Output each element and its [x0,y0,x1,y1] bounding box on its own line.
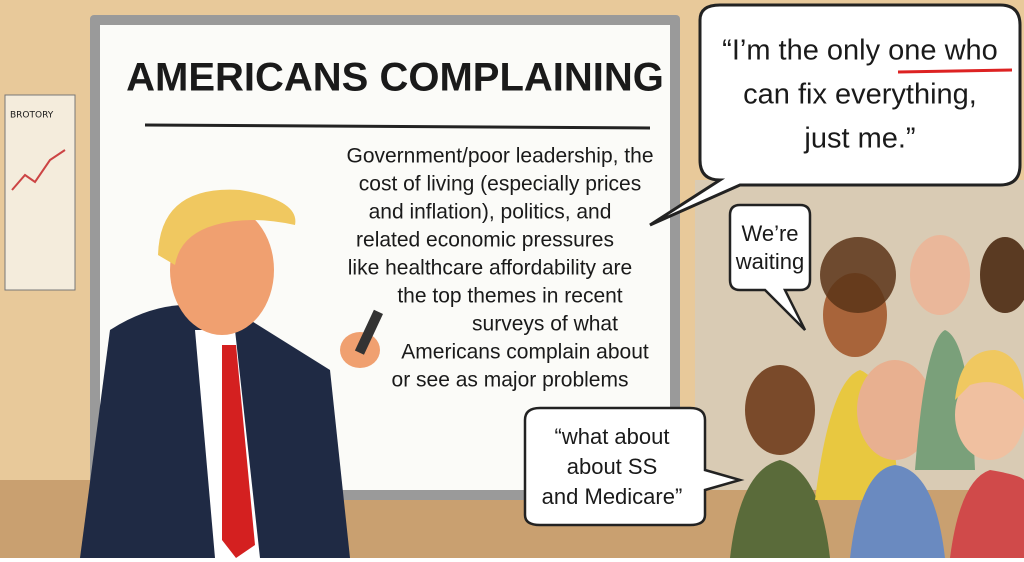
whiteboard-line: Americans complain about [401,341,649,364]
speech-text: just me.” [803,123,915,155]
whiteboard-line: Government/poor leadership, the [346,145,653,168]
speech-text: about SS [567,454,658,479]
audience-face [980,237,1024,313]
marker [354,309,383,355]
audience-face [857,360,933,460]
whiteboard-line: related economic pressures [356,229,614,252]
audience-shirt [950,470,1024,558]
speech-text: We’re [741,221,798,246]
speech-text: “what about [555,424,670,449]
whiteboard-line: the top themes in recent [397,285,622,308]
speech-bubble [649,3,1022,227]
whiteboard-line: cost of living (especially prices [359,173,641,196]
audience-shirt [850,465,945,558]
underline-mark [897,68,1013,74]
whiteboard-title: AMERICANS COMPLAINING [126,56,664,100]
audience-face [745,365,815,455]
poster-label: BROTORY [10,111,54,121]
audience-face [910,235,970,315]
audience-face [955,370,1024,460]
whiteboard-line: surveys of what [472,313,618,336]
speech-text: and Medicare” [542,484,683,509]
speech-bubble [523,406,745,527]
speaker-hair [158,189,296,265]
speech-text: waiting [735,249,804,274]
poster-chart [11,149,66,191]
title-underline [144,123,651,130]
whiteboard-line: and inflation), politics, and [369,201,612,224]
speech-text: “I’m the only one who [722,35,998,67]
whiteboard-line: or see as major problems [392,369,629,392]
audience-shirt [730,460,830,558]
speech-text: can fix everything, [743,79,977,111]
poster [4,94,76,291]
speech-bubble [728,203,812,331]
audience-hair [955,350,1024,400]
speaker-face [170,205,274,335]
speaker-tie [222,345,255,558]
whiteboard-line: like healthcare affordability are [348,257,632,280]
audience-hair [820,237,896,313]
